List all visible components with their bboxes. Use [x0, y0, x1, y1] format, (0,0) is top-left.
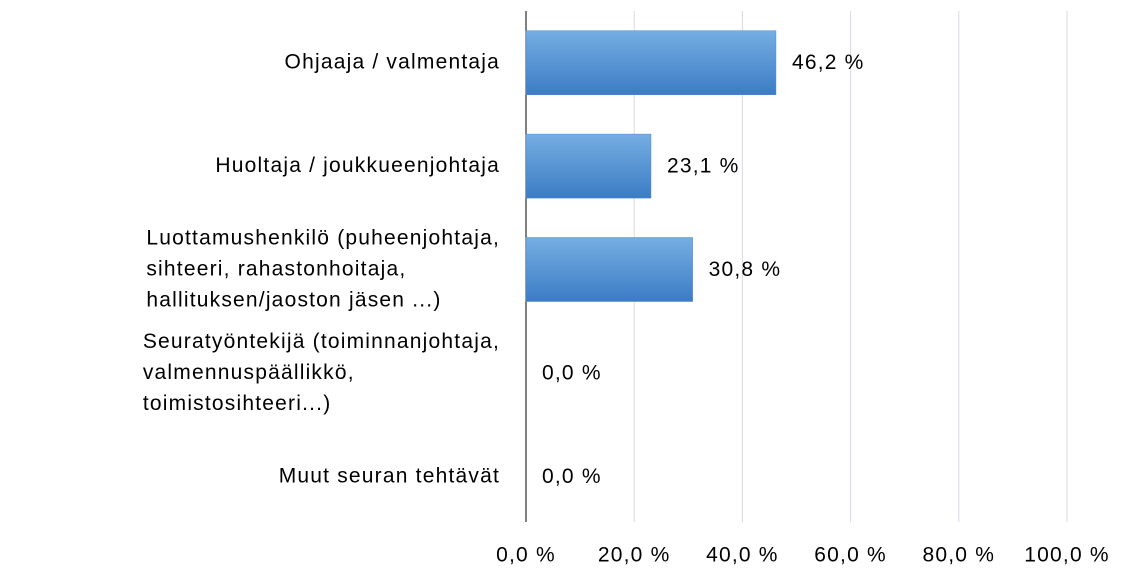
x-tick-label: 80,0 %: [923, 544, 996, 567]
category-label: Seuratyöntekijä (toiminnanjohtaja, valmen…: [143, 329, 500, 414]
value-label: 0,0 %: [542, 361, 602, 384]
x-tick-label: 100,0 %: [1024, 544, 1109, 567]
x-tick-label: 40,0 %: [706, 544, 779, 567]
x-tick-label: 0,0 %: [496, 544, 556, 567]
value-label: 0,0 %: [542, 465, 602, 488]
category-label: Luottamushenkilö (puheenjohtaja, sihteeri…: [146, 226, 500, 311]
bar: [525, 30, 777, 95]
category-label: Huoltaja / joukkueenjohtaja: [215, 154, 500, 177]
category-label: Muut seuran tehtävät: [279, 464, 500, 487]
x-tick-label: 20,0 %: [598, 544, 671, 567]
bar: [525, 237, 693, 302]
value-label: 46,2 %: [792, 51, 865, 74]
category-label: Ohjaaja / valmentaja: [285, 50, 500, 73]
value-label: 23,1 %: [667, 155, 740, 178]
bar: [525, 133, 652, 199]
x-tick-label: 60,0 %: [814, 544, 887, 567]
value-label: 30,8 %: [709, 258, 782, 281]
